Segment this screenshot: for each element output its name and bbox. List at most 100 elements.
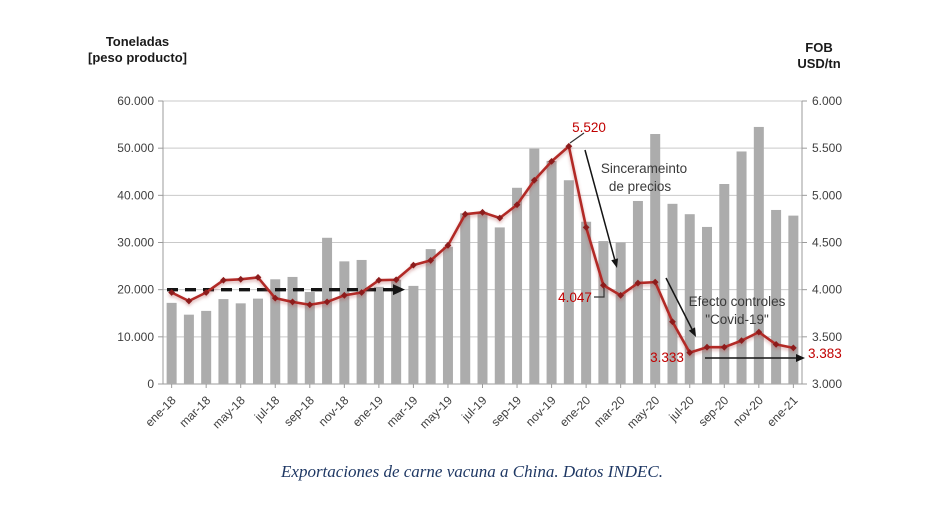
fob-line-marker — [496, 214, 504, 222]
bar — [702, 226, 713, 384]
x-axis-tick-label: sep-19 — [488, 393, 524, 429]
covid-arrow-shaft — [665, 277, 693, 330]
fob-line-marker — [410, 261, 417, 269]
x-axis-tick-label: ene-21 — [764, 393, 801, 430]
x-axis-tick-label: mar-19 — [384, 393, 421, 430]
gridlines: 0 3.000 10.000 3.500 20.000 4.000 30.000 4.500 4… — [117, 94, 842, 391]
fob-line-marker — [237, 275, 245, 283]
fob-line-marker — [669, 318, 676, 326]
bar — [183, 314, 194, 384]
fob-line-marker — [427, 257, 435, 264]
x-axis-tick-label: ene-20 — [557, 393, 594, 430]
bar — [442, 246, 453, 384]
bar — [339, 261, 350, 384]
bar — [304, 292, 315, 384]
bar — [788, 215, 799, 384]
bar — [667, 203, 678, 384]
left-axis-title-line1: Toneladas — [105, 34, 170, 49]
left-axis-tick-label: 60.000 — [117, 94, 154, 108]
fob-line-marker — [306, 301, 314, 309]
fob-line-marker — [703, 343, 711, 351]
x-axis-tick-label: ene-18 — [142, 393, 179, 430]
bar — [615, 242, 626, 384]
fob-line-marker — [168, 289, 176, 296]
bar — [460, 213, 471, 384]
right-axis-title: FOB USD/tn — [778, 40, 860, 72]
right-axis-tick-label: 5.000 — [812, 188, 842, 202]
x-axis-tick-label: sep-18 — [281, 393, 317, 429]
bar — [684, 214, 695, 384]
left-axis-tick-label: 50.000 — [117, 141, 154, 155]
fob-line-marker — [565, 142, 573, 150]
left-axis-tick-label: 20.000 — [117, 283, 154, 297]
sinceramiento-label-line2: de precios — [609, 179, 672, 194]
bar — [598, 241, 609, 384]
bar — [287, 276, 298, 384]
fob-line-marker — [651, 278, 659, 286]
right-axis-title-line2: USD/tn — [797, 56, 841, 71]
fob-line-marker — [202, 289, 210, 296]
fob-line-marker — [548, 157, 555, 165]
right-axis-tick-label: 6.000 — [812, 94, 842, 108]
bar — [546, 160, 557, 384]
fob-line-marker — [375, 276, 383, 284]
fob-line-marker — [582, 224, 590, 231]
x-axis-tick-label: may-18 — [210, 393, 248, 431]
x-axis-tick-label: sep-20 — [696, 393, 732, 429]
fob-line-marker — [358, 289, 366, 296]
bar — [373, 286, 384, 384]
covid-arrow-head — [688, 327, 696, 337]
bar — [512, 187, 523, 384]
bar — [252, 298, 263, 384]
left-axis-tick-label: 30.000 — [117, 236, 154, 250]
fob-line-marker — [599, 281, 607, 289]
callout-connector — [569, 132, 585, 144]
x-axis-tick-label: may-20 — [624, 393, 662, 431]
x-axis-tick-label: jul-18 — [251, 393, 283, 425]
fob-line-marker — [185, 297, 193, 305]
bar — [494, 227, 505, 384]
fob-line-marker — [738, 337, 745, 345]
fob-line-series — [168, 142, 797, 356]
fob-line-marker — [479, 208, 486, 216]
bar — [391, 279, 402, 384]
bar — [218, 299, 229, 384]
sinceramiento-label-line1: Sincerameinto — [601, 161, 687, 176]
sinceramiento-arrow-shaft — [584, 149, 616, 260]
fob-line-marker — [271, 294, 279, 302]
right-axis-tick-label: 3.000 — [812, 377, 842, 391]
bar — [563, 180, 574, 384]
feb20-value-label: 4.047 — [558, 290, 592, 305]
right-axis-tick-label: 5.500 — [812, 141, 842, 155]
fob-line-marker — [617, 291, 625, 299]
x-axis-tick-label: mar-20 — [591, 393, 628, 430]
bar — [650, 134, 661, 384]
bar — [322, 237, 333, 384]
fob-line-marker — [530, 176, 538, 184]
covid-label-line1: Efecto controles — [689, 294, 786, 309]
right-axis-tick-label: 4.500 — [812, 236, 842, 250]
callout-connector — [594, 288, 605, 298]
fob-line-marker — [789, 344, 797, 352]
fob-line-marker — [289, 298, 296, 306]
fob-line-marker — [755, 328, 763, 336]
ene21-value-label: 3.383 — [808, 346, 842, 361]
bar — [270, 279, 281, 384]
left-axis-title-line2: [peso producto] — [88, 50, 187, 65]
bar — [736, 151, 747, 384]
bar — [581, 221, 592, 384]
x-axis-tick-label: nov-19 — [523, 393, 559, 429]
x-axis-tick-label: nov-20 — [730, 393, 766, 429]
fob-line-marker — [392, 276, 400, 284]
x-axis-tick-label: nov-18 — [316, 393, 352, 429]
bar — [632, 200, 643, 384]
plot-area: 0 3.000 10.000 3.500 20.000 4.000 30.000 4.500 4… — [117, 94, 842, 431]
fob-line-marker — [340, 291, 348, 299]
bar — [477, 211, 488, 384]
x-axis-tick-label: jul-19 — [458, 393, 490, 425]
fob-line-marker — [323, 298, 331, 306]
x-axis-tick-label: mar-18 — [177, 393, 214, 430]
fob-line-marker — [686, 349, 694, 356]
